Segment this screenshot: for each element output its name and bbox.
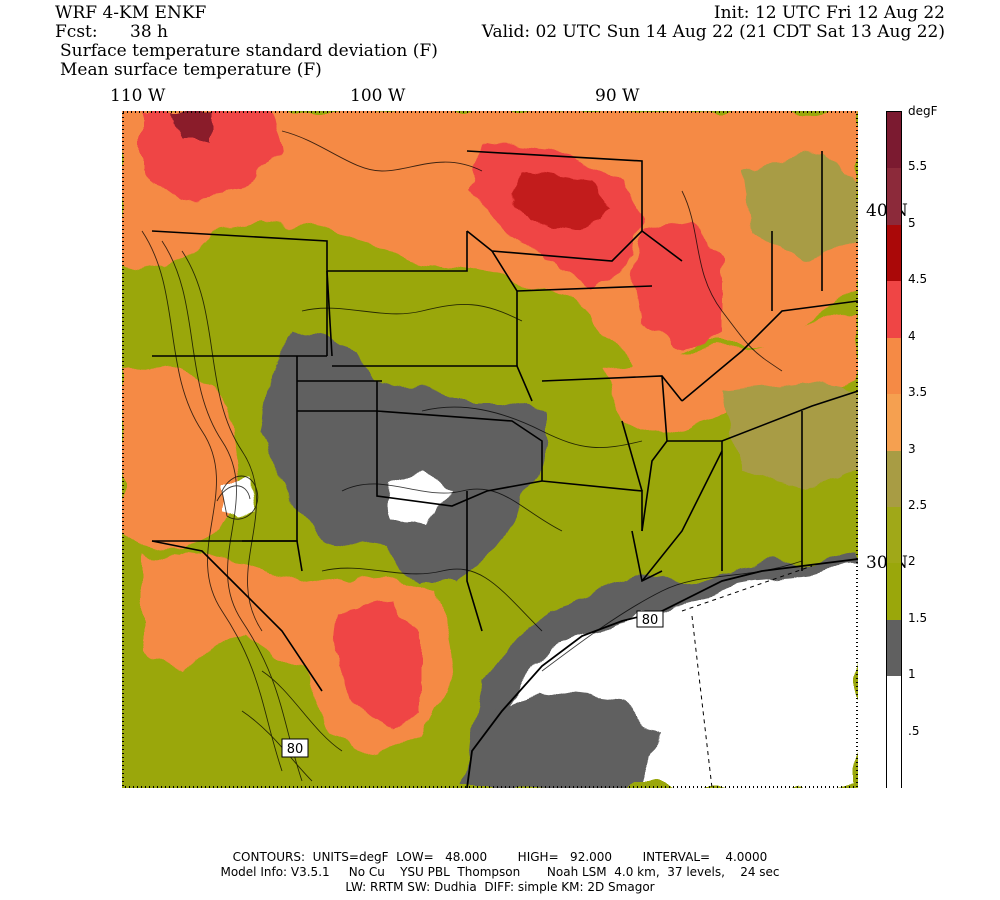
contour-label-80-south: 80 bbox=[281, 738, 309, 758]
colorbar-tick-label: 3 bbox=[908, 441, 916, 456]
contour-label-text: 80 bbox=[287, 742, 304, 757]
shaded-field bbox=[122, 111, 858, 788]
northeast-khaki-region bbox=[742, 151, 858, 261]
contour-label-text: 80 bbox=[642, 613, 659, 628]
colorbar-segment bbox=[887, 506, 901, 564]
lon-label-90w: 90 W bbox=[595, 86, 640, 106]
field-title-contour: Mean surface temperature (F) bbox=[60, 60, 322, 80]
southwest-red-region bbox=[332, 601, 422, 731]
lon-label-100w: 100 W bbox=[350, 86, 406, 106]
colorbar-segment bbox=[887, 563, 901, 621]
colorbar-segment bbox=[887, 112, 901, 169]
forecast-hour: 38 h bbox=[130, 22, 168, 42]
colorbar-tick-label: 4.5 bbox=[908, 272, 928, 287]
colorbar-tick-label: 1.5 bbox=[908, 610, 928, 625]
valid-time: Valid: 02 UTC Sun 14 Aug 22 (21 CDT Sat … bbox=[481, 22, 945, 42]
colorbar-tick-label: 2.5 bbox=[908, 497, 928, 512]
footer-model-info: Model Info: V3.5.1 No Cu YSU PBL Thompso… bbox=[220, 865, 780, 879]
colorbar-segment bbox=[887, 676, 901, 734]
northeast-red-region bbox=[632, 221, 722, 351]
colorbar-segment bbox=[887, 450, 901, 508]
colorbar-unit-label: degF bbox=[908, 104, 938, 118]
east-khaki-region bbox=[722, 381, 858, 491]
contour-label-80-coast: 80 bbox=[636, 610, 664, 628]
colorbar-segment bbox=[887, 281, 901, 339]
colorbar-segment bbox=[887, 337, 901, 395]
lon-label-110w: 110 W bbox=[110, 86, 166, 106]
map-edge-hatch bbox=[122, 111, 858, 788]
colorbar-tick-label: 3.5 bbox=[908, 385, 928, 400]
weather-map: 80 80 bbox=[122, 111, 858, 788]
colorbar-tick-label: 1 bbox=[908, 667, 916, 682]
west-orange-region bbox=[122, 361, 242, 551]
colorbar-segment bbox=[887, 394, 901, 451]
footer-contours: CONTOURS: UNITS=degF LOW= 48.000 HIGH= 9… bbox=[232, 850, 768, 864]
contour-lines bbox=[141, 130, 803, 782]
colorbar-tick-label: 5.5 bbox=[908, 159, 928, 174]
init-time: Init: 12 UTC Fri 12 Aug 22 bbox=[713, 3, 945, 23]
northwest-maroon-core bbox=[172, 111, 212, 141]
state-borders bbox=[151, 150, 858, 692]
northwest-red-region bbox=[142, 111, 282, 201]
central-white-patch bbox=[222, 481, 262, 521]
offshore-lines bbox=[681, 565, 813, 788]
colorbar-segment bbox=[887, 168, 901, 226]
colorbar bbox=[886, 111, 902, 790]
gulf-gray-patch bbox=[482, 691, 662, 788]
colorbar-segment bbox=[887, 619, 901, 677]
model-title: WRF 4-KM ENKF bbox=[55, 3, 207, 23]
colorbar-tick-label: .5 bbox=[908, 723, 920, 738]
colorbar-tick-label: 4 bbox=[908, 328, 916, 343]
forecast-label: Fcst: bbox=[55, 22, 98, 42]
north-darkred-core bbox=[512, 171, 612, 231]
colorbar-segment bbox=[887, 732, 901, 790]
central-gray-region bbox=[262, 331, 542, 581]
colorbar-tick-label: 2 bbox=[908, 554, 916, 569]
colorbar-segment bbox=[887, 224, 901, 282]
footer-physics: LW: RRTM SW: Dudhia DIFF: simple KM: 2D … bbox=[345, 880, 655, 894]
colorbar-tick-label: 5 bbox=[908, 215, 916, 230]
field-title-shaded: Surface temperature standard deviation (… bbox=[60, 41, 438, 61]
